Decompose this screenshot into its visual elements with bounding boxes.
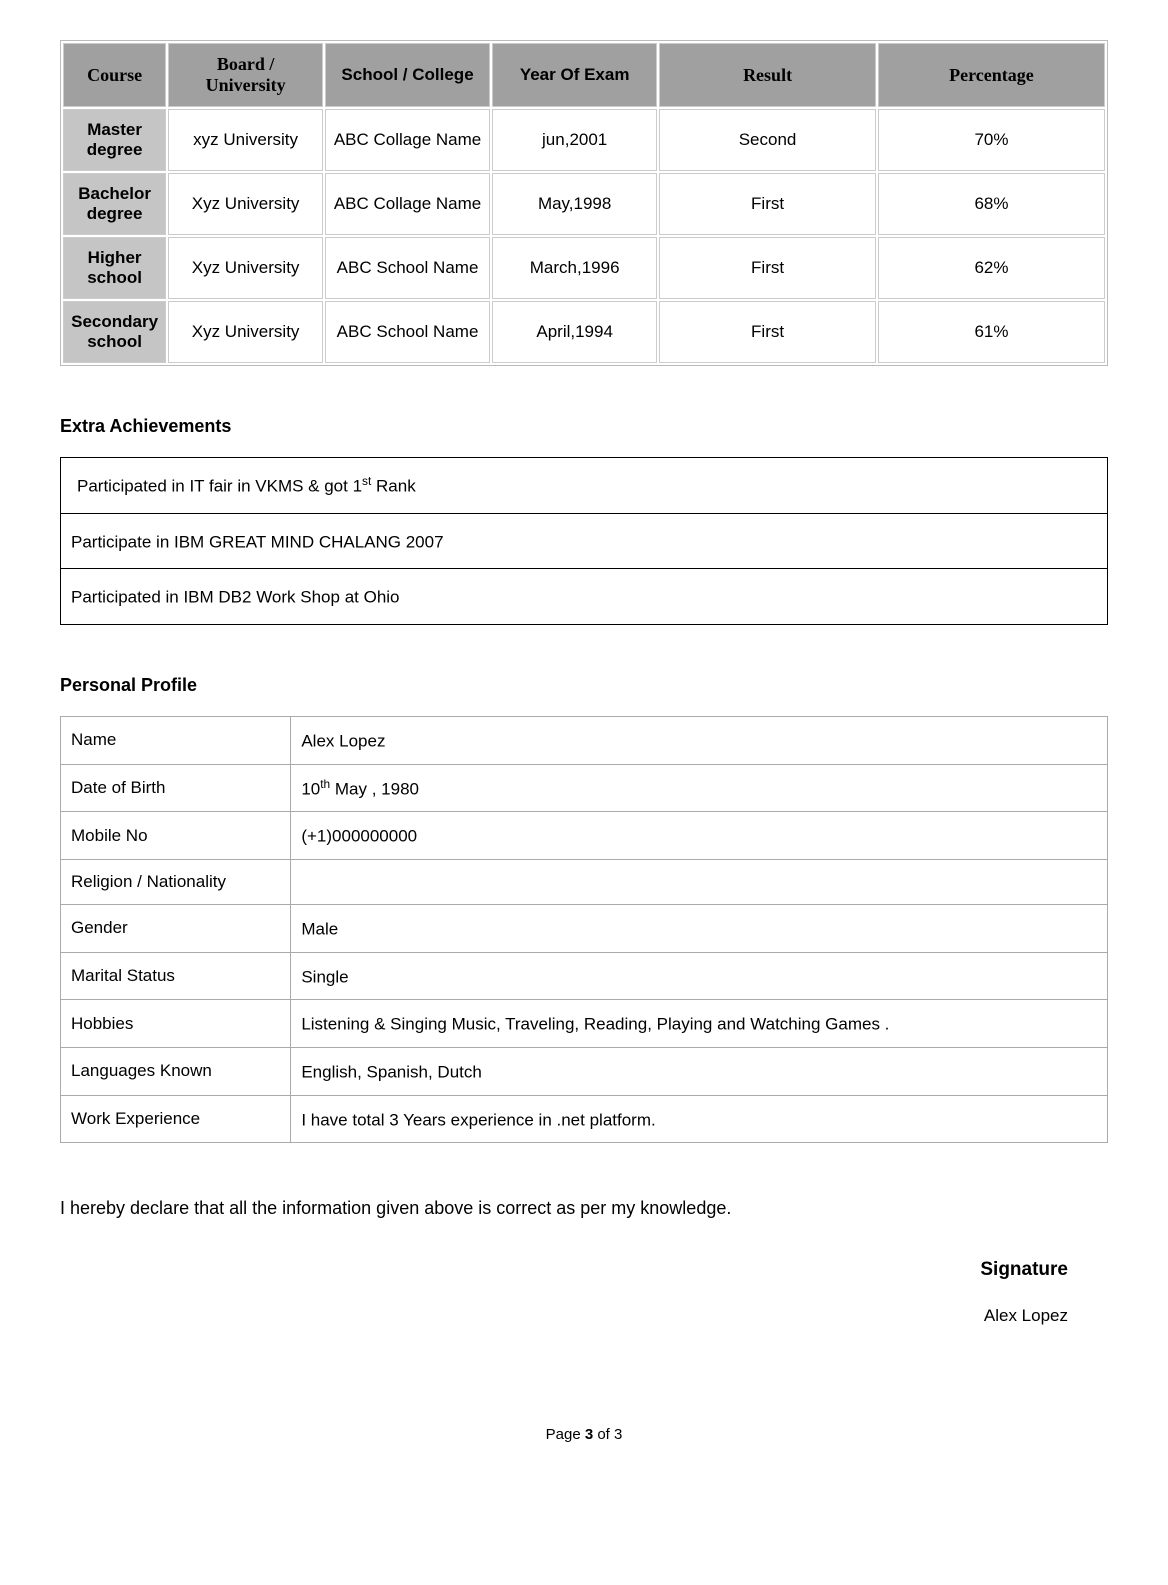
table-row: Marital Status Single <box>61 952 1108 1000</box>
education-table-body: Master degree xyz University ABC Collage… <box>63 109 1105 363</box>
edu-course: Higher school <box>63 237 166 299</box>
table-row: Work Experience I have total 3 Years exp… <box>61 1095 1108 1143</box>
edu-header-result: Result <box>659 43 876 107</box>
table-row: Master degree xyz University ABC Collage… <box>63 109 1105 171</box>
profile-value-pre: Alex Lopez <box>301 732 385 751</box>
edu-school: ABC School Name <box>325 301 490 363</box>
profile-value: (+1)000000000 <box>291 812 1108 860</box>
edu-course: Master degree <box>63 109 166 171</box>
profile-label: Marital Status <box>61 952 291 1000</box>
table-row: Participate in IBM GREAT MIND CHALANG 20… <box>61 513 1108 569</box>
achievement-text-pre: Participated in IBM DB2 Work Shop at Ohi… <box>71 588 400 607</box>
footer-bold: 3 <box>585 1426 593 1443</box>
table-row: Bachelor degree Xyz University ABC Colla… <box>63 173 1105 235</box>
signature-label: Signature <box>60 1259 1068 1281</box>
edu-board: Xyz University <box>168 237 323 299</box>
profile-value: Male <box>291 904 1108 952</box>
profile-value-pre: I have total 3 Years experience in .net … <box>301 1110 655 1129</box>
profile-value: Alex Lopez <box>291 716 1108 764</box>
declaration-text: I hereby declare that all the informatio… <box>60 1198 1108 1219</box>
edu-school: ABC Collage Name <box>325 173 490 235</box>
table-row: Higher school Xyz University ABC School … <box>63 237 1105 299</box>
edu-result: First <box>659 301 876 363</box>
achievement-text-post: Rank <box>371 477 415 496</box>
edu-year: April,1994 <box>492 301 657 363</box>
edu-year: March,1996 <box>492 237 657 299</box>
achievement-text-pre: Participated in IT fair in VKMS & got 1 <box>77 477 362 496</box>
education-table-head: Course Board / University School / Colle… <box>63 43 1105 107</box>
achievements-table: Participated in IT fair in VKMS & got 1s… <box>60 457 1108 625</box>
achievement-text-pre: Participate in IBM GREAT MIND CHALANG 20… <box>71 532 444 551</box>
edu-header-percentage: Percentage <box>878 43 1105 107</box>
table-row: Gender Male <box>61 904 1108 952</box>
achievement-item: Participate in IBM GREAT MIND CHALANG 20… <box>61 513 1108 569</box>
edu-header-course: Course <box>63 43 166 107</box>
profile-label: Work Experience <box>61 1095 291 1143</box>
profile-value-pre: Single <box>301 967 348 986</box>
table-row: Hobbies Listening & Singing Music, Trave… <box>61 1000 1108 1048</box>
edu-header-school: School / College <box>325 43 490 107</box>
table-row: Participated in IT fair in VKMS & got 1s… <box>61 458 1108 514</box>
page-footer: Page 3 of 3 <box>60 1426 1108 1443</box>
edu-board: Xyz University <box>168 173 323 235</box>
profile-value-pre: (+1)000000000 <box>301 827 417 846</box>
edu-result: First <box>659 237 876 299</box>
profile-table: Name Alex Lopez Date of Birth 10th May ,… <box>60 716 1108 1143</box>
signature-block: Signature Alex Lopez <box>60 1259 1108 1326</box>
edu-course: Secondary school <box>63 301 166 363</box>
profile-value-post: May , 1980 <box>330 779 419 798</box>
signature-name: Alex Lopez <box>60 1306 1068 1326</box>
edu-board: Xyz University <box>168 301 323 363</box>
edu-board: xyz University <box>168 109 323 171</box>
profile-value-pre: 10 <box>301 779 320 798</box>
education-table: Course Board / University School / Colle… <box>60 40 1108 366</box>
footer-post: of 3 <box>593 1426 622 1443</box>
profile-label: Religion / Nationality <box>61 859 291 904</box>
profile-value-pre: Listening & Singing Music, Traveling, Re… <box>301 1015 889 1034</box>
edu-school: ABC School Name <box>325 237 490 299</box>
profile-label: Languages Known <box>61 1047 291 1095</box>
edu-school: ABC Collage Name <box>325 109 490 171</box>
achievement-sup: st <box>362 474 371 488</box>
edu-header-year: Year Of Exam <box>492 43 657 107</box>
profile-value-pre: Male <box>301 920 338 939</box>
edu-percentage: 70% <box>878 109 1105 171</box>
edu-year: jun,2001 <box>492 109 657 171</box>
table-row: Name Alex Lopez <box>61 716 1108 764</box>
edu-course: Bachelor degree <box>63 173 166 235</box>
achievement-item: Participated in IT fair in VKMS & got 1s… <box>61 458 1108 514</box>
profile-value: Single <box>291 952 1108 1000</box>
table-row: Secondary school Xyz University ABC Scho… <box>63 301 1105 363</box>
profile-value: 10th May , 1980 <box>291 764 1108 812</box>
profile-label: Name <box>61 716 291 764</box>
profile-value: English, Spanish, Dutch <box>291 1047 1108 1095</box>
table-row: Languages Known English, Spanish, Dutch <box>61 1047 1108 1095</box>
profile-value: Listening & Singing Music, Traveling, Re… <box>291 1000 1108 1048</box>
profile-value: I have total 3 Years experience in .net … <box>291 1095 1108 1143</box>
profile-value-pre: English, Spanish, Dutch <box>301 1063 482 1082</box>
profile-label: Mobile No <box>61 812 291 860</box>
edu-result: Second <box>659 109 876 171</box>
edu-percentage: 62% <box>878 237 1105 299</box>
profile-value <box>291 859 1108 904</box>
achievement-item: Participated in IBM DB2 Work Shop at Ohi… <box>61 569 1108 625</box>
achievements-heading: Extra Achievements <box>60 416 1108 437</box>
footer-pre: Page <box>546 1426 585 1443</box>
edu-year: May,1998 <box>492 173 657 235</box>
profile-label: Hobbies <box>61 1000 291 1048</box>
profile-heading: Personal Profile <box>60 675 1108 696</box>
profile-label: Date of Birth <box>61 764 291 812</box>
edu-percentage: 61% <box>878 301 1105 363</box>
table-row: Mobile No (+1)000000000 <box>61 812 1108 860</box>
table-row: Religion / Nationality <box>61 859 1108 904</box>
table-row: Participated in IBM DB2 Work Shop at Ohi… <box>61 569 1108 625</box>
edu-header-board: Board / University <box>168 43 323 107</box>
profile-label: Gender <box>61 904 291 952</box>
profile-value-sup: th <box>320 777 330 791</box>
edu-percentage: 68% <box>878 173 1105 235</box>
edu-result: First <box>659 173 876 235</box>
table-row: Date of Birth 10th May , 1980 <box>61 764 1108 812</box>
